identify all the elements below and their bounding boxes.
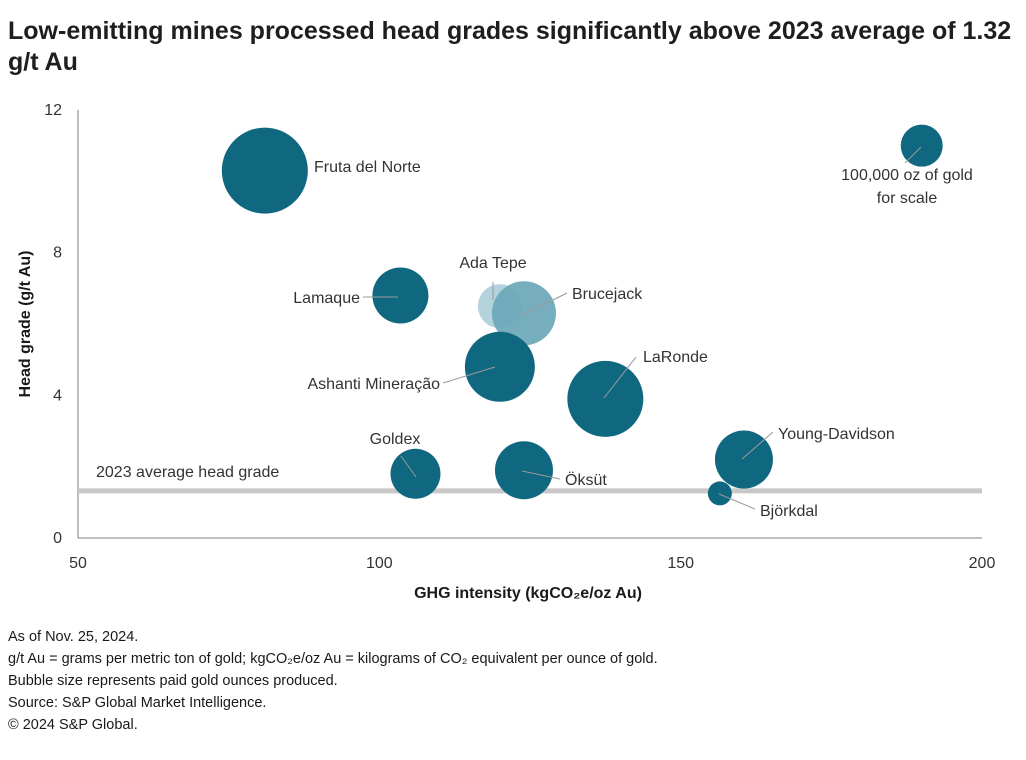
- bubble-label: Öksüt: [565, 471, 607, 489]
- footnote-units: g/t Au = grams per metric ton of gold; k…: [8, 651, 658, 667]
- leader-line: [718, 493, 756, 510]
- y-tick-label: 12: [44, 102, 62, 119]
- axes: 50 100 150 200 0 4 8 12 GHG intensity (kgCO₂e/oz…: [17, 102, 995, 602]
- bubble-label: Björkdal: [760, 503, 818, 520]
- bubble: [567, 360, 644, 437]
- leader-line: [904, 146, 922, 164]
- bubble-labels: Fruta del Norte Lamaque Ada Tepe Brucejack A…: [293, 146, 973, 520]
- y-tick-label: 4: [53, 387, 62, 404]
- x-axis-title: GHG intensity (kgCO₂e/oz Au): [414, 585, 642, 602]
- y-axis-title: Head grade (g/t Au): [17, 251, 34, 398]
- leader-line: [520, 292, 568, 317]
- leader-line: [400, 455, 417, 478]
- y-tick-label: 0: [53, 530, 62, 547]
- bubble: [464, 331, 535, 402]
- leader-line: [603, 356, 637, 399]
- footnote-bubble-size: Bubble size represents paid gold ounces …: [8, 673, 338, 689]
- bubble: [372, 267, 429, 324]
- bubble: [390, 448, 441, 499]
- footnotes: As of Nov. 25, 2024. g/t Au = grams per …: [8, 626, 658, 736]
- x-tick-label: 150: [667, 555, 694, 572]
- bubble-label: LaRonde: [643, 349, 708, 366]
- footnote-copyright: © 2024 S&P Global.: [8, 717, 138, 733]
- bubble-label: 100,000 oz of gold for scale: [841, 167, 973, 207]
- footnote-source: Source: S&P Global Market Intelligence.: [8, 695, 267, 711]
- bubble-label: Brucejack: [572, 286, 643, 303]
- x-tick-label: 100: [366, 555, 393, 572]
- x-tick-label: 50: [69, 555, 87, 572]
- bubble-label: Young-Davidson: [778, 426, 895, 443]
- bubble-label: Ada Tepe: [459, 255, 526, 272]
- x-tick-label: 200: [969, 555, 996, 572]
- leader-line: [741, 431, 774, 460]
- y-tick-label: 8: [53, 245, 62, 262]
- bubble: [221, 127, 308, 214]
- footnote-date: As of Nov. 25, 2024.: [8, 629, 139, 645]
- bubbles: [221, 124, 943, 506]
- bubble-label: Ashanti Mineração: [307, 376, 440, 393]
- bubble-label: Goldex: [370, 431, 421, 448]
- bubble-label: Fruta del Norte: [314, 159, 421, 176]
- bubble-label: Lamaque: [293, 290, 360, 307]
- bubble: [494, 441, 553, 500]
- bubble: [707, 481, 732, 506]
- bubble: [491, 281, 556, 346]
- chart-title: Low-emitting mines processed head grades…: [8, 17, 1012, 76]
- leader-line: [442, 366, 496, 384]
- leader-line: [521, 470, 561, 480]
- bubble-chart: 50 100 150 200 0 4 8 12 GHG intensity (kgCO₂e/oz…: [17, 102, 995, 602]
- reference-line-label: 2023 average head grade: [96, 464, 279, 481]
